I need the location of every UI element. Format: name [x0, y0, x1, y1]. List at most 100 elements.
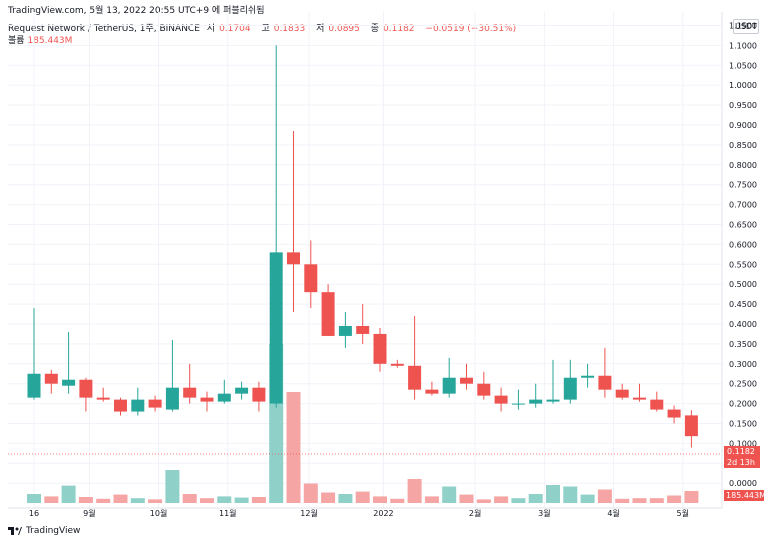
price-tick-label: 0.8000: [729, 161, 757, 170]
candle-down: [79, 379, 93, 398]
candle-up: [165, 387, 179, 410]
volume-bar: [667, 495, 682, 503]
low-label: 저: [316, 24, 325, 34]
candle-down: [96, 397, 110, 400]
candle-down: [408, 365, 422, 390]
candles: [27, 45, 698, 448]
grid-lines: [8, 12, 722, 508]
price-tick-label: 0.3000: [729, 360, 757, 369]
time-tick-label: 16: [29, 509, 39, 518]
volume-bar: [61, 485, 76, 503]
currency-unit-button[interactable]: USDT: [733, 19, 759, 34]
time-tick-label: 3월: [538, 508, 550, 518]
volume-bar: [511, 498, 526, 503]
candle-down: [304, 264, 318, 293]
last-price-badge: [724, 446, 760, 457]
candle-down: [684, 415, 698, 437]
volume-bar: [684, 491, 699, 503]
candle-up: [269, 252, 283, 404]
candle-down: [494, 395, 508, 404]
price-tick-label: 0.2500: [729, 380, 757, 389]
volume-bar: [200, 498, 214, 503]
volume-bar: [217, 496, 232, 503]
price-tick-label: 1.0500: [729, 61, 757, 70]
open-label: 시: [206, 24, 216, 34]
volume-bar: [597, 489, 612, 503]
volume-bar: [494, 496, 509, 503]
volume-bar: [338, 494, 353, 503]
price-tick-label: 0.5000: [729, 280, 757, 289]
time-tick-label: 2022: [373, 509, 393, 518]
volume-bar: [96, 498, 111, 503]
close-value: 0.1182: [383, 24, 415, 34]
candle-down: [425, 389, 439, 394]
candle-down: [477, 383, 491, 396]
price-tick-label: 0.0000: [729, 479, 757, 488]
last-volume-badge: [724, 490, 764, 501]
volume-bar: [78, 497, 93, 503]
volume-bar: [286, 392, 301, 503]
volume-bar: [615, 498, 630, 503]
volume-bar: [251, 497, 266, 503]
candle-up: [235, 387, 249, 394]
volume-bar: [563, 486, 578, 503]
candle-down: [44, 373, 58, 384]
brand-name: TradingView: [26, 526, 81, 536]
volume-bar: [632, 498, 647, 503]
volume-bar: [113, 494, 128, 503]
volume-bar: [355, 491, 370, 503]
time-axis: 16 9월 10월 11월 12월 2022 2월 3월 4월 5월: [29, 508, 689, 518]
footer: TradingView: [8, 526, 80, 536]
time-tick-label: 4월: [607, 508, 619, 518]
time-tick-label: 12월: [300, 508, 318, 518]
candle-down: [633, 397, 646, 400]
volume-bar: [27, 494, 41, 503]
price-tick-label: 0.7000: [729, 201, 757, 210]
volume-bar: [424, 496, 439, 503]
volume-label: 볼륨: [8, 36, 25, 46]
ohlc-legend: Request Network / TetherUS, 1주, BINANCE …: [8, 21, 520, 34]
symbol-title[interactable]: Request Network / TetherUS, 1주, BINANCE: [8, 24, 200, 34]
candle-up: [338, 325, 352, 336]
countdown-badge: [724, 457, 760, 468]
price-tick-label: 0.6500: [729, 221, 757, 230]
time-tick-label: 9월: [83, 508, 95, 518]
last-price-label: 0.1182: [727, 447, 755, 456]
candle-down: [200, 397, 214, 402]
volume-bar: [303, 483, 318, 503]
volume-bar: [459, 494, 474, 503]
countdown-label: 2d 13h: [727, 458, 755, 467]
candle-down: [373, 333, 387, 364]
candle-up: [62, 379, 76, 386]
candle-up: [217, 393, 231, 402]
volume-bar: [373, 496, 387, 503]
price-tick-label: 0.4000: [729, 320, 757, 329]
time-tick-label: 10월: [150, 508, 168, 518]
candle-up: [131, 399, 145, 412]
candle-down: [114, 399, 127, 412]
volume-bar: [528, 494, 543, 503]
candle-down: [356, 325, 370, 334]
candle-down: [287, 252, 300, 265]
candle-up: [546, 399, 560, 402]
time-tick-label: 5월: [677, 508, 689, 518]
volume-bar: [649, 498, 664, 503]
low-value: 0.0895: [328, 24, 360, 34]
volume-bar: [407, 479, 422, 503]
price-tick-label: 0.2000: [729, 400, 757, 409]
close-label: 종: [370, 24, 380, 34]
high-value: 0.1833: [273, 24, 306, 34]
volume-bar: [44, 496, 59, 503]
tradingview-logo-icon: [8, 527, 22, 535]
candle-down: [650, 399, 664, 410]
candle-down: [321, 292, 335, 336]
candle-up: [563, 377, 577, 400]
high-label: 고: [261, 24, 270, 34]
volume-bar: [546, 485, 560, 503]
price-tick-label: 0.5500: [729, 260, 757, 269]
price-tick-label: 0.9500: [729, 101, 757, 110]
candle-up: [529, 399, 543, 404]
volume-legend: 볼륨 185.443M: [8, 33, 72, 46]
price-tick-label: 0.4500: [729, 300, 757, 309]
